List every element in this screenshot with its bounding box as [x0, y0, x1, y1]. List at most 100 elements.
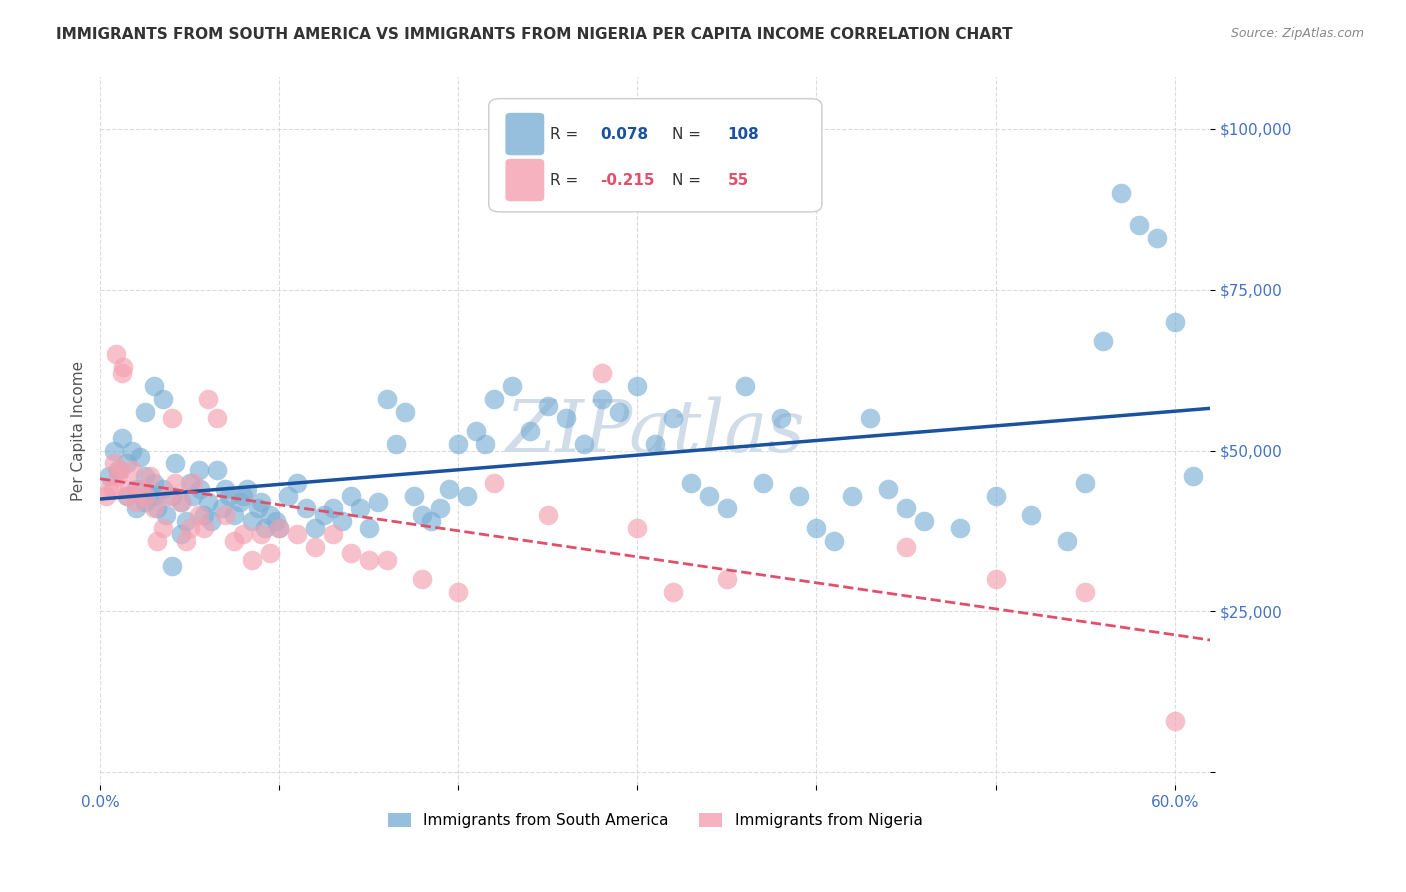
Point — [111, 431, 134, 445]
Point — [572, 437, 595, 451]
Point — [609, 405, 631, 419]
Point — [125, 482, 148, 496]
Point — [157, 489, 180, 503]
Point — [224, 533, 246, 548]
Point — [394, 405, 416, 419]
Point — [115, 457, 138, 471]
Point — [259, 547, 281, 561]
Point — [752, 475, 775, 490]
Point — [769, 411, 792, 425]
Point — [174, 533, 197, 548]
Point — [1074, 475, 1097, 490]
Point — [295, 501, 318, 516]
Point — [537, 508, 560, 522]
Point — [501, 379, 523, 393]
Point — [330, 514, 353, 528]
FancyBboxPatch shape — [489, 99, 823, 212]
Point — [105, 347, 128, 361]
Point — [152, 482, 174, 496]
Point — [142, 501, 165, 516]
Point — [125, 501, 148, 516]
Point — [205, 411, 228, 425]
Point — [402, 489, 425, 503]
Point — [214, 482, 236, 496]
Point — [269, 521, 291, 535]
Point — [734, 379, 756, 393]
Point — [181, 489, 204, 503]
Point — [103, 457, 125, 471]
Point — [128, 482, 150, 496]
Point — [187, 508, 209, 522]
Point — [823, 533, 845, 548]
Point — [187, 463, 209, 477]
FancyBboxPatch shape — [505, 159, 544, 202]
Point — [384, 437, 406, 451]
Point — [232, 489, 254, 503]
Point — [121, 463, 143, 477]
Point — [214, 508, 236, 522]
Point — [482, 475, 505, 490]
Point — [108, 463, 131, 477]
Point — [474, 437, 496, 451]
Point — [285, 475, 308, 490]
Point — [1128, 219, 1150, 233]
Point — [146, 533, 169, 548]
Point — [357, 521, 380, 535]
Point — [232, 527, 254, 541]
Point — [134, 489, 156, 503]
Point — [984, 572, 1007, 586]
Point — [111, 367, 134, 381]
Text: R =: R = — [550, 127, 583, 142]
Point — [787, 489, 810, 503]
Point — [1163, 315, 1185, 329]
Point — [681, 475, 703, 490]
Point — [160, 411, 183, 425]
Text: 0.078: 0.078 — [600, 127, 648, 142]
Point — [285, 527, 308, 541]
Point — [134, 469, 156, 483]
Point — [139, 469, 162, 483]
Point — [304, 521, 326, 535]
Point — [537, 399, 560, 413]
Point — [349, 501, 371, 516]
Point — [211, 501, 233, 516]
Point — [716, 572, 738, 586]
Point — [1056, 533, 1078, 548]
Point — [142, 475, 165, 490]
Point — [465, 424, 488, 438]
Point — [139, 489, 162, 503]
Point — [482, 392, 505, 406]
Point — [322, 527, 344, 541]
Point — [236, 482, 259, 496]
Point — [205, 463, 228, 477]
Point — [591, 392, 613, 406]
Text: Source: ZipAtlas.com: Source: ZipAtlas.com — [1230, 27, 1364, 40]
Point — [894, 501, 917, 516]
Point — [190, 482, 212, 496]
Y-axis label: Per Capita Income: Per Capita Income — [72, 361, 86, 501]
Point — [179, 475, 201, 490]
Point — [269, 521, 291, 535]
Point — [877, 482, 900, 496]
Point — [94, 489, 117, 503]
Point — [1181, 469, 1204, 483]
Point — [439, 482, 461, 496]
Point — [142, 489, 165, 503]
Point — [420, 514, 443, 528]
Point — [1109, 186, 1132, 201]
Point — [340, 547, 363, 561]
Point — [1163, 714, 1185, 728]
Point — [121, 443, 143, 458]
FancyBboxPatch shape — [505, 112, 544, 155]
Point — [229, 495, 252, 509]
Point — [101, 482, 124, 496]
Point — [181, 475, 204, 490]
Point — [984, 489, 1007, 503]
Point — [322, 501, 344, 516]
Point — [98, 482, 121, 496]
Point — [357, 553, 380, 567]
Point — [128, 450, 150, 464]
Point — [277, 489, 299, 503]
Point — [912, 514, 935, 528]
Point — [304, 540, 326, 554]
